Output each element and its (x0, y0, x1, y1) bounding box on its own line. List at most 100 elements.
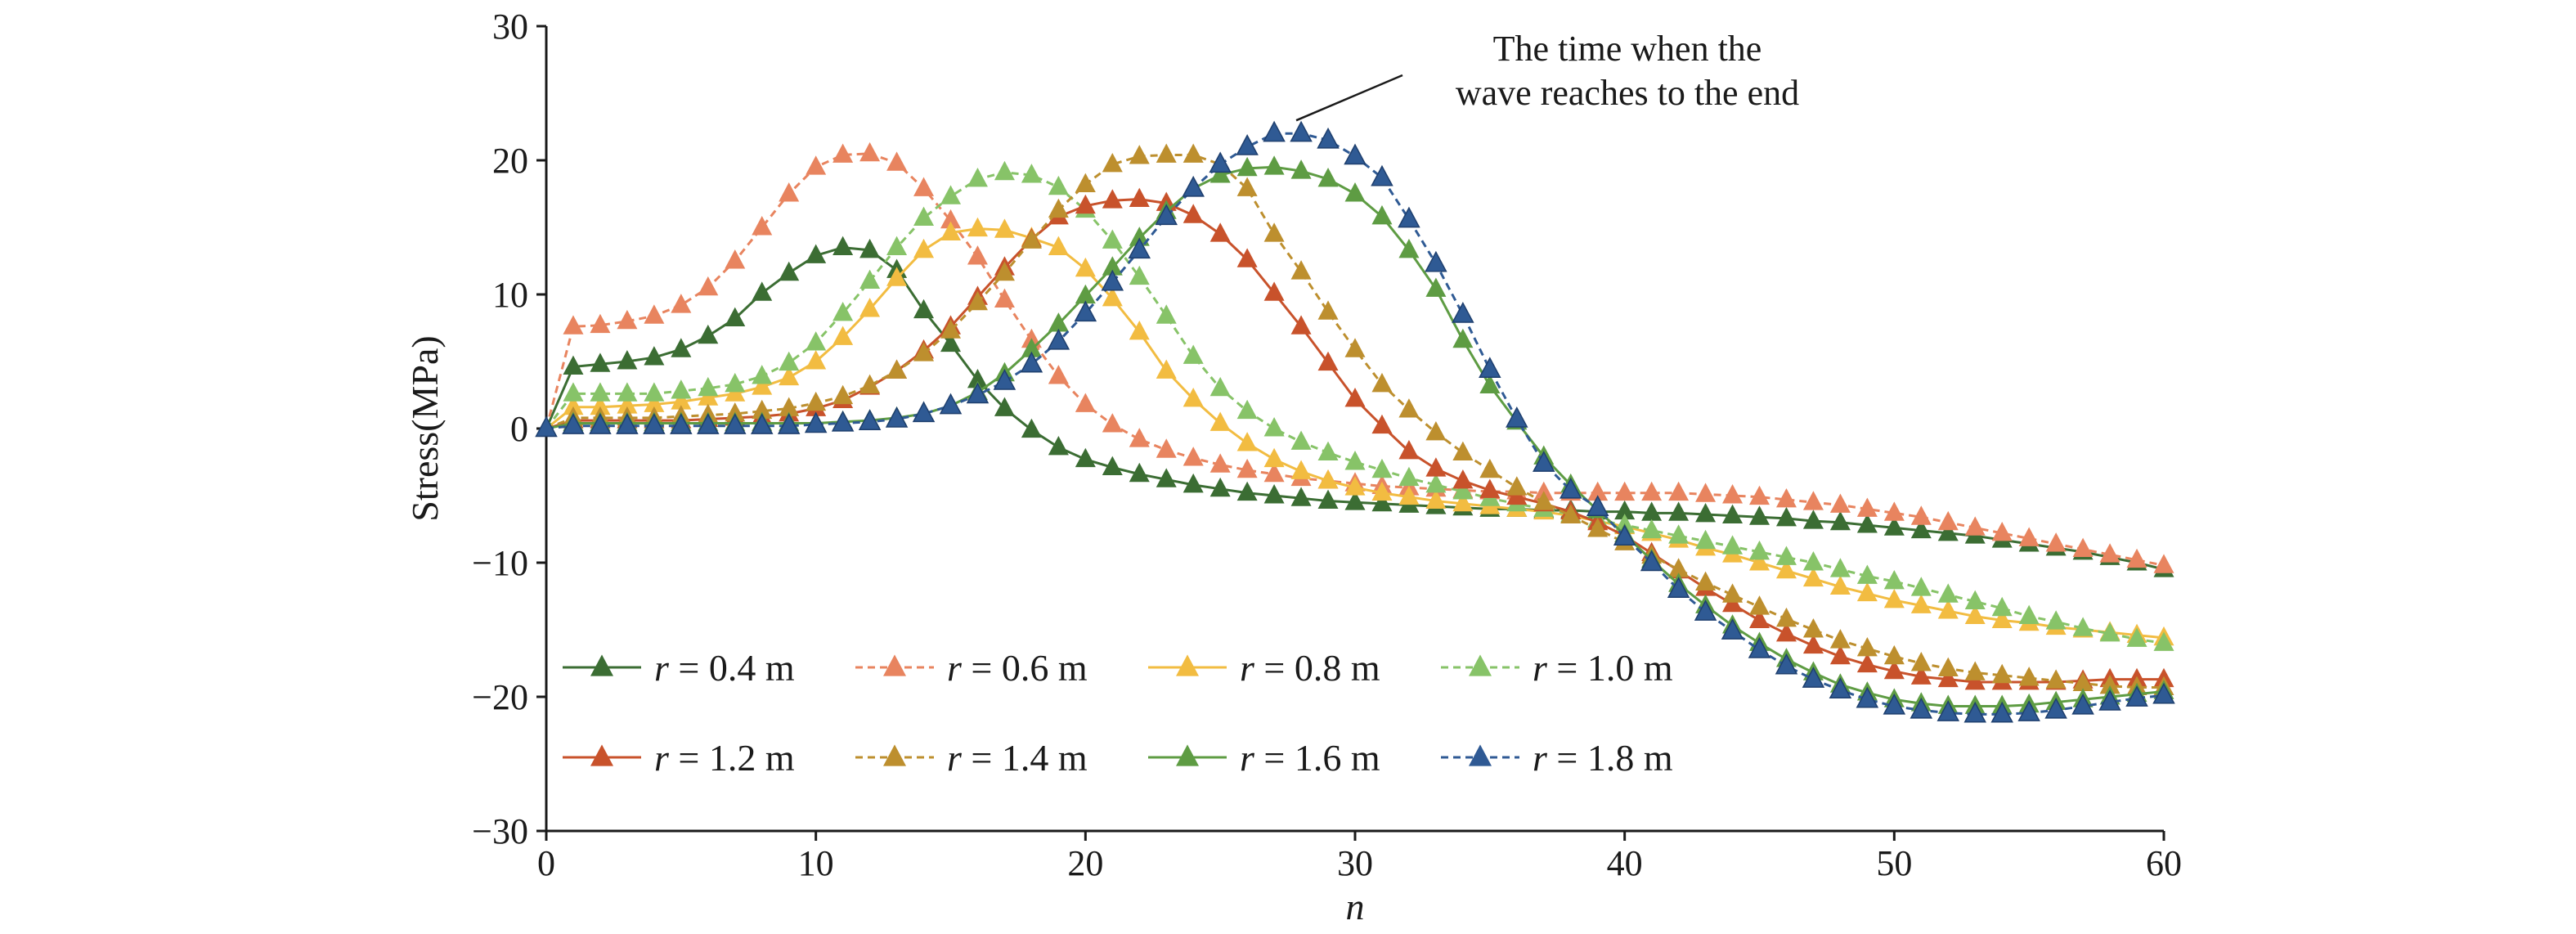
data-point (806, 155, 827, 175)
data-point (2072, 671, 2094, 692)
data-point (1910, 519, 1932, 539)
legend-label: r = 1.2 m (654, 737, 795, 779)
data-point (1749, 551, 1770, 571)
data-point (1290, 460, 1312, 479)
legend[interactable]: r = 0.4 m r = 0.6 m r = 0.8 m r = 1.0 m r = … (563, 647, 1673, 779)
data-point (1102, 413, 1123, 433)
data-point (859, 298, 881, 317)
legend-item[interactable]: r = 1.6 m (1148, 737, 1380, 779)
legend-label: r = 1.4 m (947, 737, 1088, 779)
data-point (1209, 151, 1232, 173)
data-point (1048, 436, 1069, 456)
data-point (617, 394, 638, 414)
data-point (1344, 491, 1366, 510)
data-point (1290, 487, 1312, 506)
data-point (1102, 229, 1123, 249)
data-point (1129, 265, 1150, 285)
data-point (1209, 164, 1231, 183)
data-point (1236, 399, 1258, 420)
axes: 0 10 20 30 40 50 60 30 20 10 0 −10 −20 −30 n Stress(… (404, 7, 2182, 927)
data-point (779, 182, 800, 202)
data-point (1263, 120, 1286, 142)
data-point (2099, 543, 2120, 563)
legend-item[interactable]: r = 1.4 m (855, 737, 1088, 779)
data-point (1236, 458, 1258, 478)
legend-item[interactable]: r = 1.0 m (1441, 647, 1673, 689)
data-point (1209, 222, 1231, 242)
legend-item[interactable]: r = 1.8 m (1441, 737, 1673, 779)
legend-marker (1469, 654, 1492, 676)
data-point (1344, 451, 1366, 470)
data-point (779, 366, 800, 386)
data-point (1398, 238, 1420, 258)
data-point (831, 410, 855, 432)
data-point (1425, 457, 1447, 477)
data-point (1129, 145, 1150, 164)
data-point (2045, 532, 2067, 552)
data-point (1695, 529, 1717, 550)
data-point (1129, 428, 1150, 447)
data-point (967, 245, 988, 265)
data-point (2018, 667, 2040, 686)
data-point (698, 376, 719, 397)
data-point (562, 413, 585, 434)
data-point (1021, 418, 1042, 438)
data-point (1236, 481, 1258, 501)
data-point (616, 413, 639, 434)
data-point (1182, 175, 1205, 197)
data-point (1398, 466, 1420, 487)
data-point (644, 382, 665, 402)
data-point (1183, 447, 1204, 466)
data-point (1695, 483, 1717, 502)
data-point (1668, 524, 1690, 544)
data-point (1856, 582, 1878, 602)
data-point (1856, 686, 1879, 708)
data-point (725, 249, 746, 269)
data-point (1263, 155, 1285, 175)
data-point (993, 369, 1016, 390)
data-point (752, 281, 773, 301)
legend-label: r = 1.0 m (1533, 647, 1673, 689)
data-point (1829, 629, 1851, 649)
data-point (1856, 564, 1878, 584)
data-point (1398, 485, 1420, 505)
legend-item[interactable]: r = 0.8 m (1148, 647, 1380, 689)
data-point (1452, 302, 1474, 323)
data-point (1209, 411, 1231, 431)
data-point (1371, 164, 1393, 186)
data-point (913, 342, 935, 361)
legend-item[interactable]: r = 0.4 m (563, 647, 795, 689)
data-point (2125, 685, 2148, 707)
data-point (563, 382, 584, 402)
data-point (670, 413, 693, 434)
data-point (1802, 510, 1824, 529)
data-point (2099, 622, 2120, 642)
data-point (1614, 500, 1636, 520)
data-point (1398, 398, 1420, 418)
legend-label: r = 0.6 m (947, 647, 1088, 689)
data-point (1936, 700, 1960, 721)
data-point (752, 216, 773, 236)
data-point (1533, 451, 1555, 472)
data-point (832, 302, 854, 321)
data-point (1317, 168, 1339, 187)
data-point (1964, 516, 1986, 536)
data-point (1937, 657, 1959, 677)
data-point (1317, 469, 1339, 489)
data-point (1209, 453, 1231, 473)
data-point (1021, 164, 1042, 183)
data-point (1263, 281, 1285, 301)
data-point (724, 413, 747, 434)
data-point (779, 397, 800, 416)
data-point (967, 217, 988, 237)
data-point (1991, 663, 2013, 684)
data-point (697, 413, 720, 434)
data-point (1559, 477, 1582, 499)
data-point (1075, 284, 1096, 304)
y-tick-label: 20 (492, 141, 528, 181)
legend-item[interactable]: r = 0.6 m (855, 647, 1088, 689)
legend-item[interactable]: r = 1.2 m (563, 737, 795, 779)
data-point (1883, 570, 1905, 590)
data-point (1964, 604, 1986, 625)
